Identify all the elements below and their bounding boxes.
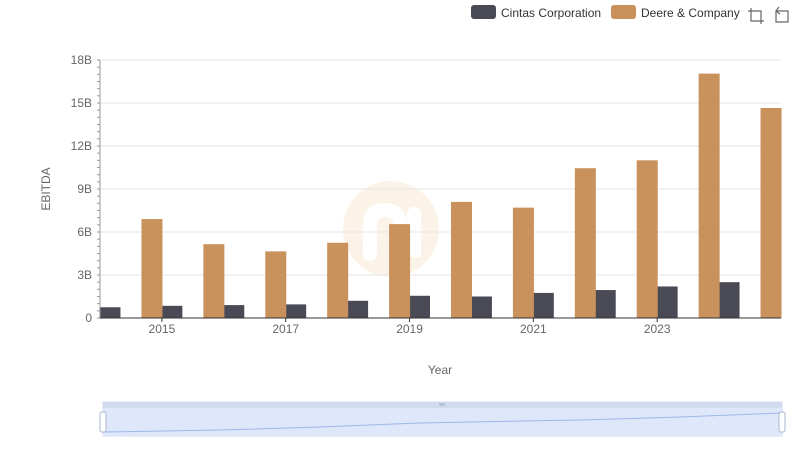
legend-swatch-deere [611,5,636,19]
zoom-handle-right[interactable] [778,411,786,433]
bar-deere [760,108,782,319]
grid-lines [100,59,781,276]
legend-item-cintas[interactable]: Cintas Corporation [471,5,601,20]
bar-cintas [532,292,554,318]
zoom-handle-left[interactable] [99,411,107,433]
zoom-move-handle-icon[interactable] [439,403,445,406]
y-axis-ticks: 0 3B 6B 9B 12B 15B 18B [71,53,93,325]
restore-icon[interactable] [775,6,789,23]
x-tick-label: 2019 [396,322,423,336]
bar-cintas [223,305,245,318]
bar-cintas [99,307,121,318]
crop-icon[interactable] [748,8,764,24]
bar-cintas [718,282,740,318]
axes [97,59,781,319]
y-tick-label: 12B [71,139,92,153]
x-axis-title: Year [428,363,452,377]
bars [99,73,782,319]
bar-cintas [594,290,616,318]
y-tick-label: 9B [77,182,92,196]
bar-deere [389,224,411,318]
x-tick-label: 2021 [520,322,547,336]
y-axis-title: EBITDA [39,167,53,210]
bar-deere [203,244,225,318]
bar-cintas [161,305,183,318]
bar-deere [636,160,658,318]
bar-deere [512,207,534,318]
bar-cintas [347,300,369,318]
bar-deere [141,219,163,318]
legend-label-deere: Deere & Company [641,6,740,20]
bar-cintas [409,295,430,318]
x-tick-label: 2017 [272,322,299,336]
bar-cintas [285,304,307,318]
legend[interactable]: Cintas Corporation Deere & Company [471,5,740,20]
bar-deere [698,73,720,318]
x-tick-label: 2023 [644,322,671,336]
bar-cintas [656,286,678,318]
zoom-selected-range[interactable] [103,408,782,436]
y-tick-label: 3B [77,268,92,282]
bar-deere [265,251,287,318]
bar-deere [451,201,472,318]
y-tick-label: 15B [71,96,92,110]
bar-deere [574,168,596,318]
legend-item-deere[interactable]: Deere & Company [611,5,740,20]
y-tick-label: 6B [77,225,92,239]
legend-label-cintas: Cintas Corporation [501,6,601,20]
legend-swatch-cintas [471,5,496,19]
bar-deere [327,242,349,318]
y-tick-label: 18B [71,53,92,67]
data-zoom-slider[interactable] [99,401,786,437]
bar-cintas [470,296,492,318]
zoom-preview-line [102,412,783,433]
y-tick-label: 0 [85,311,92,325]
x-axis-ticks: 2015 2017 2019 2021 2023 [149,318,671,336]
x-tick-label: 2015 [149,322,176,336]
